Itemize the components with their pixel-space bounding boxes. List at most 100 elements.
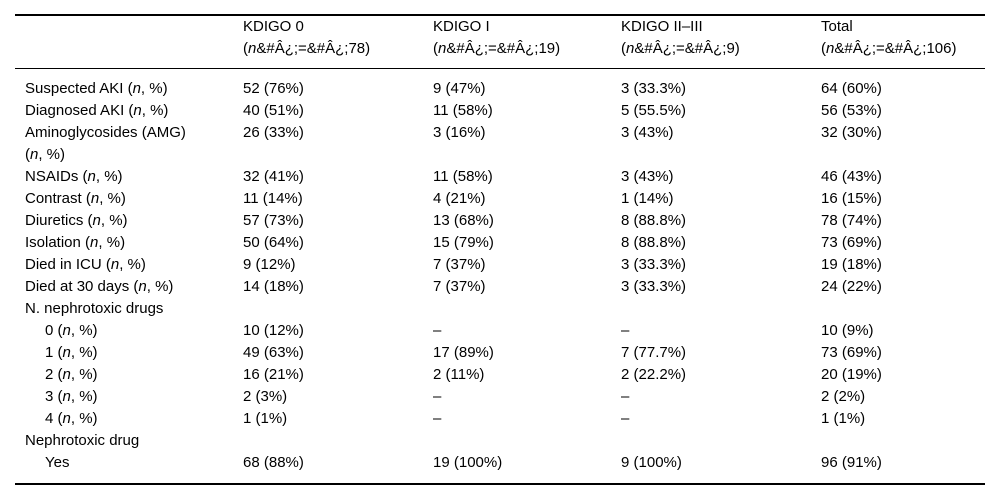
cell-value: 50 (64%) xyxy=(243,234,304,251)
cell-value: 9 (12%) xyxy=(243,256,296,273)
table-row: Suspected AKI (n, %) 52 (76%) 9 (47%) 3 (33… xyxy=(15,69,985,101)
cell-value: 8 (88.8%) xyxy=(621,212,687,229)
column-subtitle: (n&#Â¿;=&#Â¿;78) xyxy=(243,38,433,60)
cell-value: 1 (14%) xyxy=(621,190,674,207)
cell-value: 32 (30%) xyxy=(821,124,882,141)
italic-n: n xyxy=(92,212,101,229)
cell-value: 2 (2%) xyxy=(821,388,866,405)
cell-value xyxy=(433,430,621,452)
row-label: Died at 30 days (n, %) xyxy=(15,276,243,298)
text-segment: ( xyxy=(25,146,30,163)
text-segment: ( xyxy=(621,40,626,57)
row-label: Yes xyxy=(15,452,243,484)
cell-value: 2 (11%) xyxy=(433,366,485,383)
table-row: Died at 30 days (n, %) 14 (18%) 7 (37%) 3 (… xyxy=(15,276,985,298)
row-label: Diuretics (n, %) xyxy=(15,210,243,232)
cell-value: 32 (41%) xyxy=(243,168,304,185)
column-title: KDIGO II–III xyxy=(621,18,703,35)
text-segment: Diuretics ( xyxy=(25,212,93,229)
italic-n: n xyxy=(626,40,635,57)
cell-value: 96 (91%) xyxy=(821,454,882,471)
text-segment: ( xyxy=(821,40,826,57)
cell-value: 10 (12%) xyxy=(243,322,304,339)
cell-value: 57 (73%) xyxy=(243,212,304,229)
italic-n: n xyxy=(87,168,96,185)
text-segment: , %) xyxy=(70,322,98,339)
cell-value: 52 (76%) xyxy=(243,80,304,97)
cell-value: 3 (33.3%) xyxy=(621,256,687,273)
text-segment: , %) xyxy=(140,80,168,97)
text-segment: Contrast ( xyxy=(25,190,91,207)
cell-value: 13 (68%) xyxy=(433,212,494,229)
cell-value: 3 (33.3%) xyxy=(621,278,687,295)
table-row: Died in ICU (n, %) 9 (12%) 7 (37%) 3 (33.3%… xyxy=(15,254,985,276)
column-header-4: Total (n&#Â¿;=&#Â¿;106) xyxy=(821,15,985,69)
row-label: 2 (n, %) xyxy=(15,364,243,386)
cell-value: 64 (60%) xyxy=(821,80,882,97)
column-title: KDIGO 0 xyxy=(243,18,304,35)
column-header-3: KDIGO II–III (n&#Â¿;=&#Â¿;9) xyxy=(621,15,821,69)
cell-value: 26 (33%) xyxy=(243,124,304,141)
cell-value: 46 (43%) xyxy=(821,168,882,185)
cell-value: 4 (21%) xyxy=(433,190,486,207)
text-segment: &#Â¿;=&#Â¿;9) xyxy=(634,40,740,57)
column-header-1: KDIGO 0 (n&#Â¿;=&#Â¿;78) xyxy=(243,15,433,69)
italic-n: n xyxy=(62,366,71,383)
cell-value: 19 (18%) xyxy=(821,256,882,273)
cell-value: 73 (69%) xyxy=(821,344,882,361)
row-label: 4 (n, %) xyxy=(15,408,243,430)
cell-value: 2 (3%) xyxy=(243,388,288,405)
cell-value xyxy=(243,430,433,452)
cell-value: 8 (88.8%) xyxy=(621,234,687,251)
text-segment: 1 ( xyxy=(45,344,63,361)
row-label: Suspected AKI (n, %) xyxy=(15,69,243,101)
table-row: 3 (n, %) 2 (3%) – –2 (2%) xyxy=(15,386,985,408)
cell-value: 11 (58%) xyxy=(433,102,493,119)
text-segment: Yes xyxy=(45,454,70,471)
cell-value: 19 (100%) xyxy=(433,454,503,471)
table-row: 0 (n, %) 10 (12%) – –10 (9%) xyxy=(15,320,985,342)
cell-value xyxy=(821,430,985,452)
cell-value: 14 (18%) xyxy=(243,278,304,295)
kdigo-outcomes-table: KDIGO 0 (n&#Â¿;=&#Â¿;78) KDIGO I (n&#Â¿;=&#… xyxy=(15,14,985,485)
section-row: N. nephrotoxic drugs xyxy=(15,298,985,320)
cell-value: 9 (100%) xyxy=(621,454,682,471)
text-segment: 2 ( xyxy=(45,366,63,383)
cell-value xyxy=(433,298,621,320)
row-label: 3 (n, %) xyxy=(15,386,243,408)
cell-value: 3 (43%) xyxy=(621,168,674,185)
text-segment: 0 ( xyxy=(45,322,63,339)
text-segment: &#Â¿;=&#Â¿;78) xyxy=(256,40,371,57)
text-segment: , %) xyxy=(99,190,126,207)
row-label: 1 (n, %) xyxy=(15,342,243,364)
cell-value: 1 (1%) xyxy=(821,410,866,427)
table-row: Contrast (n, %) 11 (14%) 4 (21%) 1 (14%) 16 … xyxy=(15,188,985,210)
cell-value: – xyxy=(621,322,630,339)
cell-value: – xyxy=(621,410,630,427)
cell-value xyxy=(621,430,821,452)
table-row: Diuretics (n, %) 57 (73%) 13 (68%) 8 (88.8%… xyxy=(15,210,985,232)
text-segment: NSAIDs ( xyxy=(25,168,88,185)
cell-value: 3 (33.3%) xyxy=(621,80,687,97)
cell-value: 11 (58%) xyxy=(433,168,493,185)
italic-n: n xyxy=(62,344,71,361)
cell-value: 15 (79%) xyxy=(433,234,494,251)
cell-value xyxy=(621,298,821,320)
stub-header-cell xyxy=(15,15,243,69)
text-segment: Isolation ( xyxy=(25,234,91,251)
cell-value: 16 (21%) xyxy=(243,366,304,383)
column-title: Total xyxy=(821,18,853,35)
column-subtitle: (n&#Â¿;=&#Â¿;9) xyxy=(621,38,821,60)
row-label: Contrast (n, %) xyxy=(15,188,243,210)
section-row: Nephrotoxic drug xyxy=(15,430,985,452)
text-segment: , %) xyxy=(141,102,169,119)
cell-value: 73 (69%) xyxy=(821,234,882,251)
table-header-row: KDIGO 0 (n&#Â¿;=&#Â¿;78) KDIGO I (n&#Â¿;=&#… xyxy=(15,15,985,69)
text-segment: Died at 30 days ( xyxy=(25,278,139,295)
table-row: Diagnosed AKI (n, %) 40 (51%) 11 (58%) 5 (5… xyxy=(15,100,985,122)
cell-value: 7 (37%) xyxy=(433,278,486,295)
text-segment: &#Â¿;=&#Â¿;19) xyxy=(446,40,561,57)
cell-value: 49 (63%) xyxy=(243,344,304,361)
cell-value: 16 (15%) xyxy=(821,190,882,207)
